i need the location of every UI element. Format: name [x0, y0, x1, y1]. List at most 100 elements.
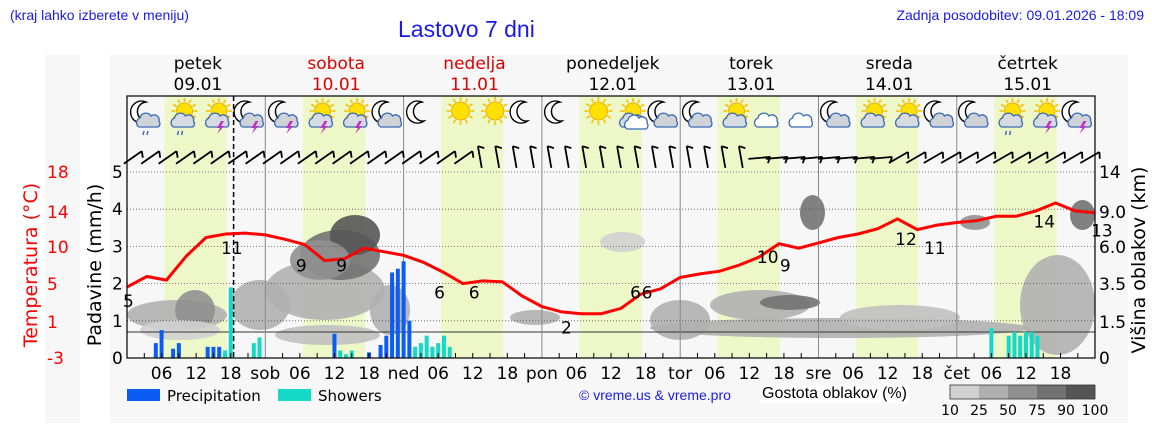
showers-bar: [343, 354, 348, 358]
hour-tick-label: 18: [911, 364, 933, 384]
hour-tick-label: 18: [635, 364, 657, 384]
cloud-blob: [175, 290, 215, 330]
hour-tick-label: 18: [220, 364, 242, 384]
sun-cloud-icon: [722, 98, 750, 128]
hour-tick-label: 18: [358, 364, 380, 384]
hour-tick-label: 06: [704, 364, 726, 384]
wind-barb-icon: [453, 150, 475, 165]
sun-cloud-thunder-icon: [1032, 98, 1060, 134]
cloud-white-icon: [788, 112, 814, 128]
wind-barb-icon: [140, 150, 162, 165]
showers-bar: [1006, 335, 1011, 358]
hour-tick-label: 06: [842, 364, 864, 384]
cloud-blob: [760, 295, 820, 310]
wind-barb-icon: [703, 145, 711, 169]
day-abbr-label: sre: [806, 364, 832, 384]
wind-barb-icon: [564, 145, 572, 169]
showers-bar: [222, 350, 227, 358]
wind-barb-icon: [262, 150, 283, 165]
credit-link[interactable]: © vreme.us & vreme.pro: [579, 387, 731, 403]
wind-barb-icon: [1027, 151, 1049, 164]
wind-barb-icon: [616, 145, 624, 169]
temp-tick: 18: [47, 163, 69, 183]
moon-cloud-icon: [819, 100, 851, 128]
precipitation-bar: [176, 343, 181, 358]
precip-tick: 5: [112, 163, 123, 183]
cloud-density-step: 100: [1082, 403, 1109, 419]
cloud-density-swatch: [1037, 385, 1066, 399]
temperature-value-label: 2: [561, 319, 572, 339]
hour-tick-label: 12: [600, 364, 622, 384]
temperature-value-label: 6: [469, 283, 480, 303]
day-date: 10.01: [312, 75, 361, 95]
temp-tick: -3: [47, 349, 64, 369]
wind-barb-icon: [651, 145, 659, 169]
sun-cloud-icon: [860, 98, 888, 128]
precipitation-bar: [159, 330, 164, 358]
sun-cloud-icon: [894, 98, 922, 128]
temperature-value-label: 9: [296, 257, 307, 277]
hour-tick-label: 06: [566, 364, 588, 384]
grid-lines: [127, 96, 1095, 358]
precipitation-bars: [153, 261, 1040, 358]
sun-cloud-thunder-icon: [204, 98, 232, 134]
cloud-density-swatch: [979, 385, 1008, 399]
wind-barb-icon: [192, 150, 214, 165]
showers-bar: [424, 335, 429, 358]
day-date: 13.01: [727, 75, 776, 95]
precip-axis-label: Padavine (mm/h): [84, 184, 106, 347]
temp-tick: 10: [47, 238, 69, 258]
cloud-blob: [800, 195, 825, 230]
cloud-height-tick: 0: [1099, 349, 1110, 369]
cloud-height-tick: 14: [1099, 163, 1121, 183]
cloud-blob: [275, 325, 380, 345]
day-name: nedelja: [443, 54, 505, 74]
moon-icon: [509, 100, 531, 124]
cloud-density-step: 10: [941, 403, 959, 419]
day-abbr-label: tor: [668, 364, 692, 384]
moon-cloud-thunder-icon: [233, 100, 265, 134]
temperature-value-label: 9: [336, 257, 347, 277]
wind-barb-icon: [546, 145, 555, 169]
wind-barb-icon: [245, 150, 266, 165]
region-hint: (kraj lahko izberete v meniju): [10, 7, 189, 23]
precipitation-bar: [211, 346, 216, 358]
cloud-blob: [140, 320, 220, 340]
moon-cloud-thunder-icon: [1061, 100, 1093, 134]
wind-barb-icon: [210, 150, 231, 165]
wind-barb-icon: [598, 145, 607, 169]
precipitation-bar: [401, 261, 406, 358]
moon-icon: [543, 100, 565, 124]
hour-tick-label: 12: [739, 364, 761, 384]
daylight-band: [579, 96, 642, 358]
wind-barb-icon: [384, 150, 405, 165]
showers-bar: [257, 337, 262, 358]
daylight-band: [441, 96, 504, 358]
precipitation-bar: [384, 335, 389, 358]
precipitation-bar: [332, 333, 337, 358]
showers-bar: [1023, 331, 1028, 358]
temperature-value-label: 6: [642, 283, 653, 303]
wind-barb-icon: [477, 145, 485, 169]
hour-tick-label: 18: [773, 364, 795, 384]
cloud-density-step: 75: [1028, 403, 1046, 419]
temperature-axis-label: Temperatura (°C): [20, 183, 42, 348]
wind-barb-icon: [227, 150, 249, 165]
cloud-height-tick: 6.0: [1099, 238, 1126, 258]
wind-barb-icon: [685, 145, 694, 169]
weather-icons: [129, 97, 1093, 136]
precipitation-bar: [407, 320, 412, 358]
wind-barb-icon: [1045, 151, 1066, 164]
day-date: 14.01: [865, 75, 914, 95]
wind-barb-icon: [401, 150, 423, 165]
sun-cloud-thunder-icon: [342, 98, 370, 134]
showers-bar: [228, 287, 233, 358]
hour-tick-label: 06: [427, 364, 449, 384]
cloud-blob: [290, 240, 350, 280]
showers-legend-label: Showers: [318, 387, 382, 405]
temperature-curve: [126, 201, 1096, 316]
wind-barb-icon: [738, 145, 746, 169]
wind-barb-icon: [720, 145, 729, 169]
